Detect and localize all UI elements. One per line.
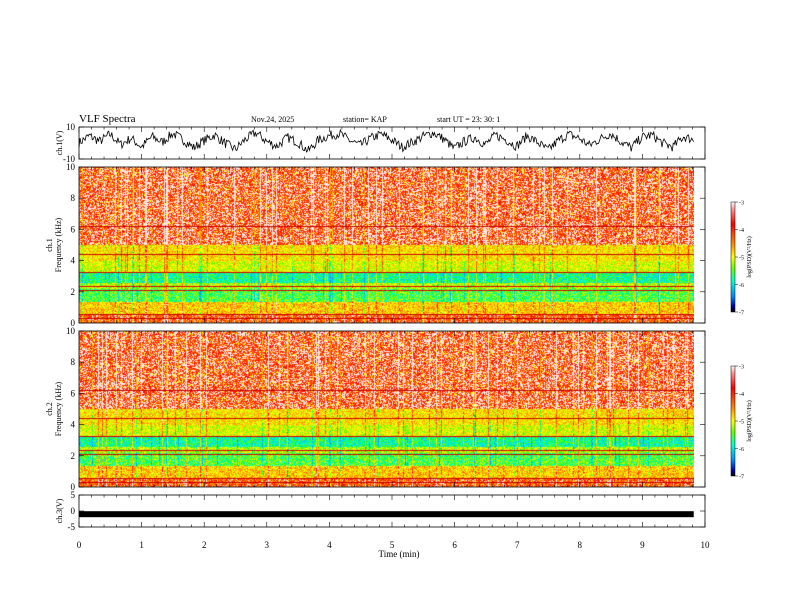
colorbar-label: log(PSD)(V²/Hz) [746,236,753,277]
date-label: Nov.24, 2025 [251,115,295,124]
y-axis-label: Frequency (kHz) [54,217,63,272]
colorbar-tick-label: -3 [739,201,744,207]
x-tick-label: 8 [578,540,583,550]
colorbar-tick-label: -7 [739,475,744,481]
y-axis-label: ch.2 [45,402,54,416]
y-tick-label: 2 [71,287,76,297]
y-tick-label: 8 [71,193,76,203]
y-tick-label: 10 [66,122,76,132]
y-axis-label: ch.1(V) [55,130,64,155]
colorbar-tick-label: -5 [739,420,744,426]
colorbar-tick-label: -7 [739,311,744,317]
x-tick-label: 10 [701,540,711,550]
x-tick-label: 5 [390,540,395,550]
colorbar-tick-label: -6 [739,283,744,289]
colorbar-tick-label: -5 [739,256,744,262]
colorbar-1 [730,201,736,313]
x-tick-label: 3 [265,540,270,550]
y-tick-label: -10 [63,154,75,164]
colorbar-tick-label: -3 [739,365,744,371]
y-tick-label: 0 [71,318,76,328]
y-tick-label: 8 [71,357,76,367]
x-axis-label: Time (min) [379,549,420,559]
colorbar-tick-label: -4 [739,228,744,234]
y-axis-label: Frequency (kHz) [54,381,63,436]
chart-title: VLF Spectra [79,113,136,125]
start-time-label: start UT = 23: 30: 1 [437,115,501,124]
y-tick-label: 10 [66,162,76,172]
y-tick-label: 10 [66,326,76,336]
x-tick-label: 4 [327,540,332,550]
x-tick-label: 2 [202,540,207,550]
x-tick-label: 7 [515,540,520,550]
y-tick-label: -5 [68,522,76,532]
station-label: station= KAP [343,115,387,124]
y-axis-label: ch.3(V) [55,498,64,523]
y-tick-label: 0 [71,506,76,516]
x-tick-label: 1 [139,540,144,550]
colorbar-tick-label: -4 [739,392,744,398]
ch1-waveform-line [78,128,695,153]
colorbar-2 [730,365,736,477]
y-tick-label: 2 [71,451,76,461]
x-tick-label: 6 [452,540,457,550]
y-axis-label: ch.1 [45,238,54,252]
colorbar-label: log(PSD)(V²/Hz) [746,400,753,441]
y-tick-label: 5 [71,490,76,500]
y-tick-label: 4 [71,420,76,430]
y-tick-label: 4 [71,256,76,266]
ch2-spectrogram [79,331,694,487]
x-tick-label: 0 [77,540,82,550]
y-tick-label: 6 [71,388,76,398]
x-tick-label: 9 [640,540,645,550]
y-tick-label: 6 [71,224,76,234]
ch3-waveform-line [79,511,694,518]
colorbar-tick-label: -6 [739,447,744,453]
ch1-spectrogram [79,167,694,323]
y-tick-label: 0 [71,482,76,492]
